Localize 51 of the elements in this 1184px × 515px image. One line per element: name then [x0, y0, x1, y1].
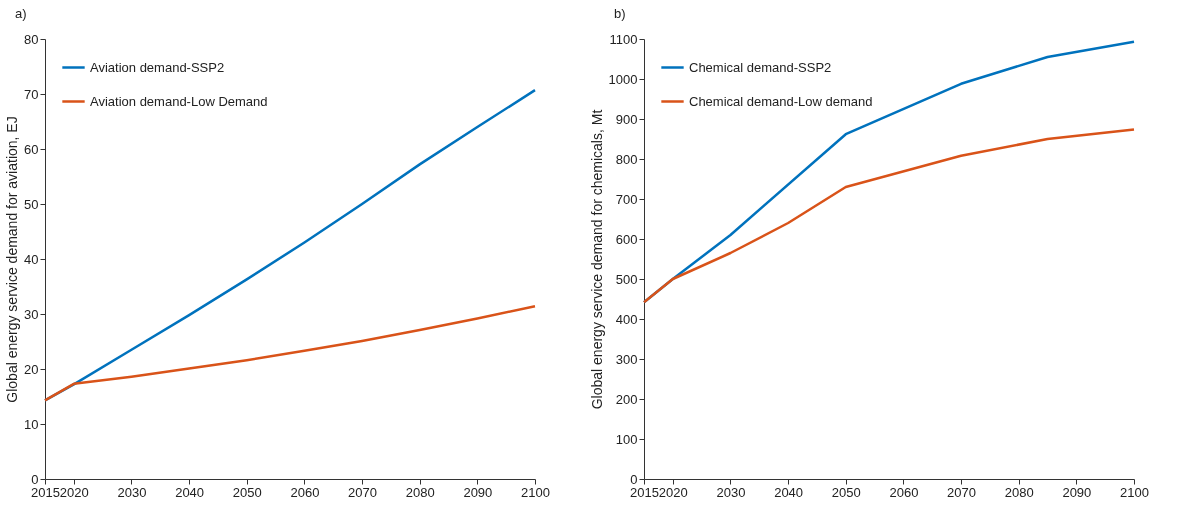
line-series — [642, 128, 1136, 304]
x-tick-label: 2015 — [31, 484, 60, 500]
y-axis-title: Global energy service demand for aviation, EJ — [4, 116, 21, 403]
y-tick-label: 70 — [24, 86, 39, 102]
y-tick-label: 10 — [24, 416, 39, 432]
x-tick-label: 2060 — [889, 484, 919, 500]
x-tick-label: 2100 — [521, 484, 550, 500]
x-tick-label: 2100 — [1120, 484, 1149, 500]
y-tick-label: 500 — [615, 271, 638, 287]
y-tick-label: 200 — [615, 391, 638, 407]
legend-label: Aviation demand-Low Demand — [90, 93, 268, 109]
x-tick-label: 2030 — [117, 484, 147, 500]
x-tick-label: 2040 — [774, 484, 804, 500]
y-tick-label: 60 — [24, 141, 39, 157]
y-tick-label: 40 — [24, 251, 39, 267]
x-tick-label: 2020 — [59, 484, 89, 500]
legend-label: Chemical demand-SSP2 — [689, 59, 832, 75]
y-tick-label: 50 — [24, 196, 39, 212]
x-tick-label: 2050 — [232, 484, 262, 500]
y-tick-label: 300 — [615, 351, 638, 367]
chart-title: a) — [15, 6, 27, 21]
y-tick-label: 400 — [615, 311, 638, 327]
y-tick-label: 0 — [31, 471, 39, 487]
y-tick-label: 0 — [630, 471, 638, 487]
x-tick-label: 2060 — [290, 484, 320, 500]
legend-label: Chemical demand-Low demand — [689, 93, 873, 109]
x-tick-label: 2090 — [463, 484, 493, 500]
x-tick-label: 2020 — [658, 484, 688, 500]
x-tick-label: 2015 — [630, 484, 659, 500]
y-tick-label: 800 — [615, 151, 638, 167]
x-tick-label: 2030 — [716, 484, 746, 500]
x-tick-label: 2040 — [175, 484, 205, 500]
y-tick-label: 1100 — [609, 31, 638, 47]
x-tick-label: 2080 — [405, 484, 435, 500]
y-tick-label: 700 — [615, 191, 638, 207]
chart-title: b) — [614, 6, 626, 21]
y-tick-label: 1000 — [608, 71, 638, 87]
x-tick-label: 2070 — [348, 484, 378, 500]
y-tick-label: 100 — [615, 431, 638, 447]
y-tick-label: 900 — [615, 111, 638, 127]
y-tick-label: 20 — [24, 361, 39, 377]
x-tick-label: 2090 — [1062, 484, 1092, 500]
y-tick-label: 80 — [24, 31, 39, 47]
y-tick-label: 30 — [24, 306, 39, 322]
line-series — [43, 305, 537, 402]
legend-label: Aviation demand-SSP2 — [90, 59, 225, 75]
x-tick-label: 2070 — [947, 484, 977, 500]
x-tick-label: 2080 — [1004, 484, 1034, 500]
y-axis-title: Global energy service demand for chemicals, Mt — [588, 109, 605, 410]
y-tick-label: 600 — [615, 231, 638, 247]
x-tick-label: 2050 — [831, 484, 861, 500]
